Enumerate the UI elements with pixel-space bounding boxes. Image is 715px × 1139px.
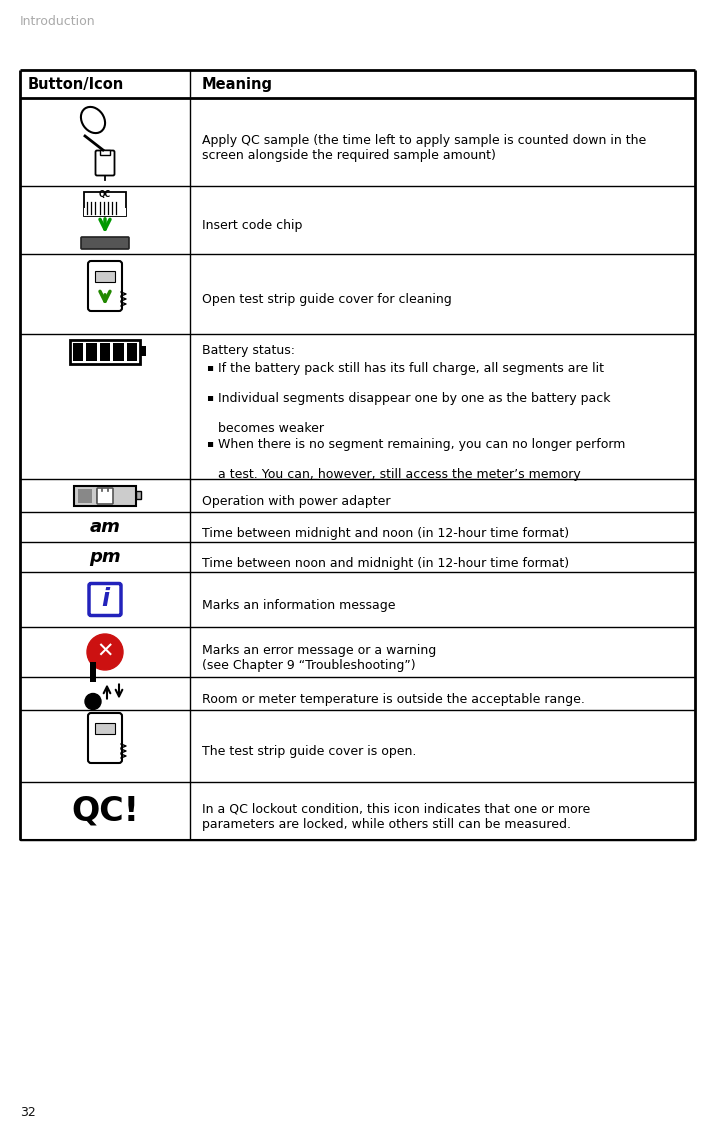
Text: pm: pm xyxy=(89,548,121,566)
Bar xyxy=(70,341,140,364)
Text: (see Chapter 9 “Troubleshooting”): (see Chapter 9 “Troubleshooting”) xyxy=(202,659,415,672)
Circle shape xyxy=(87,634,123,670)
Text: Time between noon and midnight (in 12-hour time format): Time between noon and midnight (in 12-ho… xyxy=(202,557,569,570)
Text: Battery status:: Battery status: xyxy=(202,344,295,357)
Text: When there is no segment remaining, you can no longer perform: When there is no segment remaining, you … xyxy=(218,439,626,451)
Text: Marks an information message: Marks an information message xyxy=(202,599,395,612)
Bar xyxy=(100,150,110,155)
Bar xyxy=(95,271,115,282)
Bar xyxy=(84,192,126,216)
Bar xyxy=(127,343,137,361)
FancyBboxPatch shape xyxy=(96,150,114,175)
Text: In a QC lockout condition, this icon indicates that one or more: In a QC lockout condition, this icon ind… xyxy=(202,803,591,816)
FancyBboxPatch shape xyxy=(88,713,122,763)
Text: The test strip guide cover is open.: The test strip guide cover is open. xyxy=(202,746,416,759)
Text: ▪: ▪ xyxy=(206,439,213,448)
Text: Insert code chip: Insert code chip xyxy=(202,220,302,232)
Text: QC!: QC! xyxy=(71,795,139,828)
Bar xyxy=(78,489,92,503)
Text: Open test strip guide cover for cleaning: Open test strip guide cover for cleaning xyxy=(202,294,452,306)
Bar xyxy=(113,343,124,361)
Text: Individual segments disappear one by one as the battery pack: Individual segments disappear one by one… xyxy=(218,392,611,405)
Bar xyxy=(140,346,146,355)
Text: Marks an error message or a warning: Marks an error message or a warning xyxy=(202,644,436,657)
Text: QC: QC xyxy=(99,190,111,199)
Bar xyxy=(136,491,141,499)
Text: Meaning: Meaning xyxy=(202,76,273,91)
Bar xyxy=(73,343,84,361)
Bar xyxy=(84,208,126,216)
Text: Button/Icon: Button/Icon xyxy=(28,76,124,91)
Bar xyxy=(90,662,96,681)
Text: am: am xyxy=(89,518,120,536)
Text: Time between midnight and noon (in 12-hour time format): Time between midnight and noon (in 12-ho… xyxy=(202,526,569,540)
Text: ▪: ▪ xyxy=(206,392,213,402)
Text: Room or meter temperature is outside the acceptable range.: Room or meter temperature is outside the… xyxy=(202,693,585,706)
Text: ▪: ▪ xyxy=(206,362,213,372)
Text: ✕: ✕ xyxy=(97,642,114,662)
Text: parameters are locked, while others still can be measured.: parameters are locked, while others stil… xyxy=(202,818,571,831)
Text: If the battery pack still has its full charge, all segments are lit: If the battery pack still has its full c… xyxy=(218,362,604,375)
Bar xyxy=(87,343,97,361)
Text: Introduction: Introduction xyxy=(20,15,96,28)
Bar xyxy=(96,489,110,503)
Text: becomes weaker: becomes weaker xyxy=(218,423,324,435)
Circle shape xyxy=(85,694,101,710)
Bar xyxy=(74,486,136,506)
Text: a test. You can, however, still access the meter’s memory: a test. You can, however, still access t… xyxy=(218,468,581,481)
FancyBboxPatch shape xyxy=(88,261,122,311)
Text: Apply QC sample (the time left to apply sample is counted down in the: Apply QC sample (the time left to apply … xyxy=(202,134,646,147)
Bar xyxy=(100,343,110,361)
Text: Operation with power adapter: Operation with power adapter xyxy=(202,495,390,508)
Text: 32: 32 xyxy=(20,1106,36,1118)
Text: i: i xyxy=(101,588,109,612)
FancyBboxPatch shape xyxy=(89,583,121,615)
FancyBboxPatch shape xyxy=(81,237,129,249)
Text: screen alongside the required sample amount): screen alongside the required sample amo… xyxy=(202,149,496,162)
FancyBboxPatch shape xyxy=(97,487,113,503)
Bar xyxy=(95,723,115,734)
